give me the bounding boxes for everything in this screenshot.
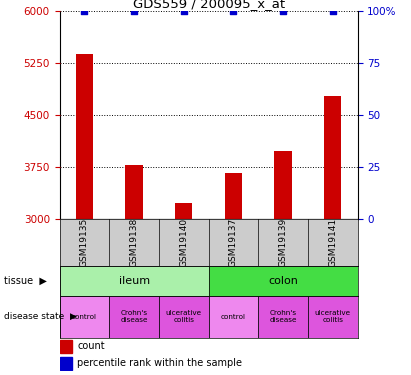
Bar	[76, 54, 93, 219]
Bar	[275, 152, 292, 219]
Bar	[60, 266, 209, 296]
Bar	[60, 340, 72, 352]
Title: GDS559 / 200095_x_at: GDS559 / 200095_x_at	[132, 0, 285, 10]
Text: disease state  ▶: disease state ▶	[4, 312, 77, 321]
Point	[230, 8, 237, 14]
Point	[180, 8, 187, 14]
Text: GSM19137: GSM19137	[229, 218, 238, 267]
Text: colon: colon	[268, 276, 298, 286]
Bar	[308, 296, 358, 338]
Text: GSM19135: GSM19135	[80, 218, 89, 267]
Text: ulcerative
colitis: ulcerative colitis	[166, 310, 202, 323]
Text: ulcerative
colitis: ulcerative colitis	[315, 310, 351, 323]
Bar	[60, 296, 109, 338]
Text: count: count	[77, 341, 105, 351]
Bar	[225, 173, 242, 219]
Text: GSM19140: GSM19140	[179, 218, 188, 267]
Text: control: control	[221, 314, 246, 320]
Text: GSM19141: GSM19141	[328, 218, 337, 267]
Bar	[159, 296, 208, 338]
Bar	[125, 165, 143, 219]
Text: Crohn's
disease: Crohn's disease	[269, 310, 297, 323]
Point	[280, 8, 286, 14]
Text: ileum: ileum	[118, 276, 150, 286]
Bar	[60, 357, 72, 370]
Bar	[208, 266, 358, 296]
Bar	[208, 296, 258, 338]
Text: control: control	[72, 314, 97, 320]
Text: GSM19138: GSM19138	[129, 218, 139, 267]
Point	[131, 8, 137, 14]
Text: GSM19139: GSM19139	[279, 218, 288, 267]
Bar	[258, 296, 308, 338]
Point	[81, 8, 88, 14]
Text: Crohn's
disease: Crohn's disease	[120, 310, 148, 323]
Bar	[175, 203, 192, 219]
Bar	[109, 296, 159, 338]
Text: tissue  ▶: tissue ▶	[4, 276, 47, 286]
Point	[330, 8, 336, 14]
Bar	[324, 96, 342, 219]
Text: percentile rank within the sample: percentile rank within the sample	[77, 358, 242, 368]
